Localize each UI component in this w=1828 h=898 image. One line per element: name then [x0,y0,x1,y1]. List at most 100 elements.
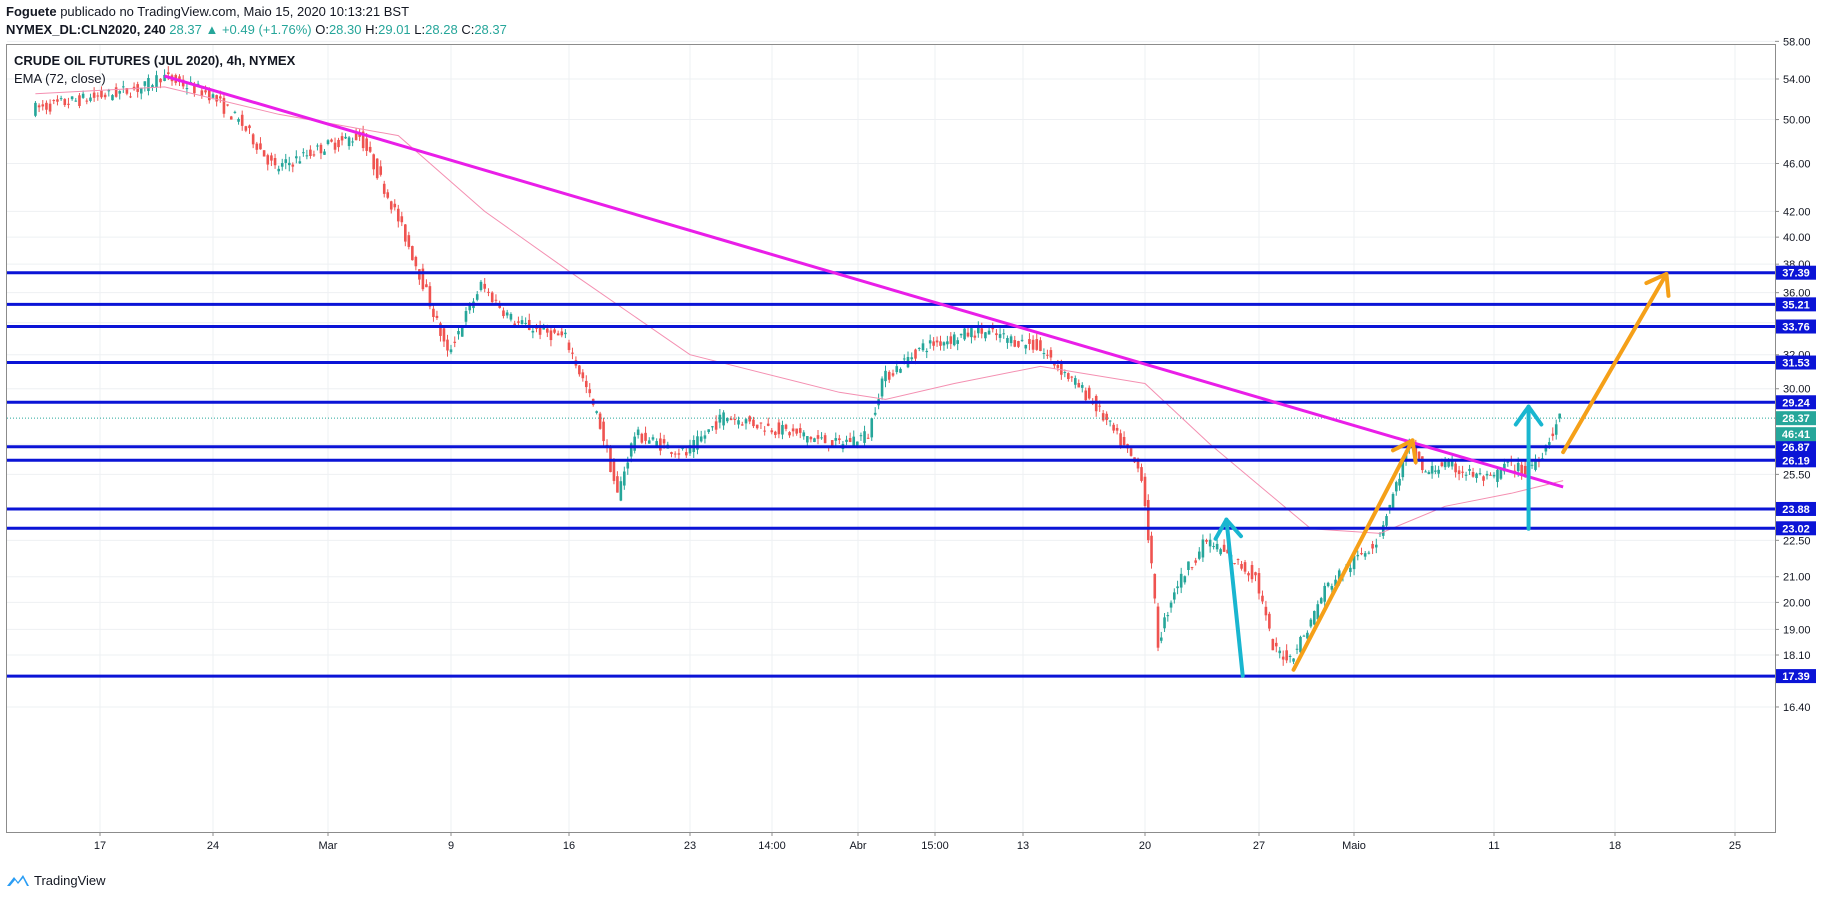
candle [942,341,946,351]
candle [1319,596,1323,605]
candle-body [1084,390,1088,401]
candle-body [229,116,233,120]
candle [1471,467,1475,478]
candle [1250,561,1254,583]
low-value: 28.28 [425,22,458,37]
candle-body [1143,476,1147,506]
candle-body [1461,471,1464,473]
author-name[interactable]: Foguete [6,4,57,19]
candle-body [1173,592,1176,600]
x-tick-label: 27 [1253,840,1265,852]
candle-body [809,437,813,440]
y-tick-label: 58.00 [1783,36,1811,48]
price-chart[interactable]: 58.0054.0050.0046.0042.0040.0038.0036.00… [0,0,1828,866]
candle-body [1499,469,1503,479]
candle-body [556,333,560,336]
candle-body [502,310,505,317]
candle-body [505,312,509,316]
candle [52,99,56,105]
candle [925,348,929,359]
candle-body [70,96,74,100]
candle-body [37,105,41,108]
cyan-arrow-shaft [1224,517,1245,678]
candle [330,138,333,143]
candle-body [1309,619,1313,627]
x-tick-label: 11 [1488,840,1499,852]
level-badge [1776,395,1816,410]
candle [1385,513,1388,530]
candle-body [400,216,404,223]
candle [70,96,74,101]
candle-body [1087,387,1091,399]
level-label: 31.53 [1782,358,1810,370]
candle-body [1274,642,1278,647]
candle [1261,590,1264,605]
candle-body [866,437,870,439]
candle [479,279,483,292]
candle-body [1243,562,1247,572]
candle-body [863,431,866,443]
candle [699,430,703,443]
cyan-arrow [1213,517,1245,678]
candle-body [323,151,326,155]
candle-body [266,155,270,165]
candle [483,277,487,293]
candle-body [298,161,302,164]
candle-body [129,96,132,98]
candle-body [1067,373,1070,380]
candle [644,426,647,445]
candle-body [1187,561,1190,570]
candle [1323,582,1326,608]
candle-body [1295,648,1299,650]
level-badge [1776,297,1816,312]
candle-body [1427,472,1431,475]
candle [1084,387,1088,403]
candle-body [602,421,605,442]
symbol-label[interactable]: NYMEX_DL:CLN2020, 240 [6,22,166,37]
level-label: 26.87 [1782,442,1810,454]
candle [41,100,45,111]
brand-name[interactable]: TradingView [34,872,106,888]
x-tick-label: 9 [448,840,454,852]
indicator-label[interactable]: EMA (72, close) [14,71,106,86]
candle [1309,617,1313,629]
x-tick-label: 14:00 [758,840,786,852]
candle [1274,637,1278,653]
candle [870,417,874,441]
candle-body [1371,543,1374,549]
candle [788,431,791,438]
candle-body [1326,582,1330,587]
y-tick-label: 36.00 [1783,288,1811,300]
candle-body [806,436,809,443]
candle [973,330,977,341]
y-tick-label: 50.00 [1783,115,1811,127]
candle [1233,562,1236,565]
candle [396,204,400,228]
x-tick-label: 15:00 [921,840,949,852]
candle [1187,561,1190,576]
candle-body [248,125,251,129]
candle [684,448,688,458]
candle [752,416,755,429]
candle-body [449,349,453,353]
candle-body [1363,553,1367,557]
candle [1215,539,1219,552]
candle [129,92,132,99]
x-tick-label: 20 [1139,840,1151,852]
candle [1173,588,1176,604]
candle-body [1108,420,1112,422]
candle-body [1140,467,1143,481]
orange-arrow [1561,271,1671,455]
candle [588,383,592,398]
high-label: H: [365,22,379,37]
candle-body [644,432,647,441]
candle-body [755,424,759,429]
candle [899,367,902,374]
candle-body [1323,585,1326,602]
candle-body [122,86,125,88]
candle-body [372,154,375,170]
candle [1326,581,1330,588]
candle-body [845,439,848,442]
candle-body [1049,350,1053,358]
